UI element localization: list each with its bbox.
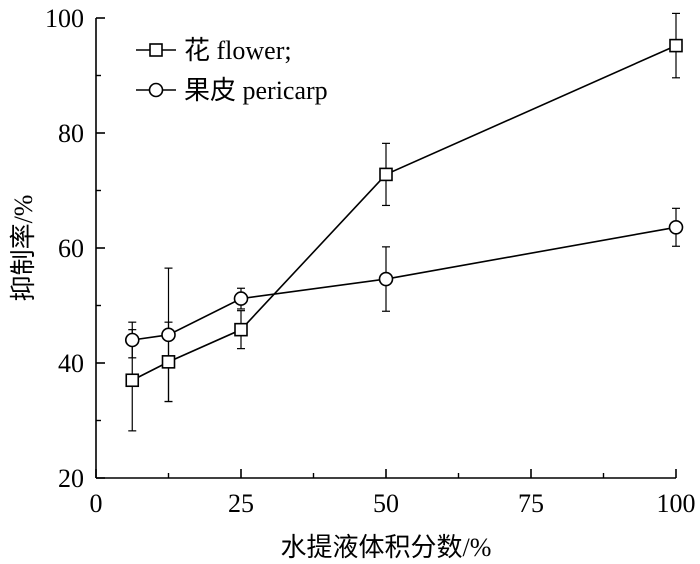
data-point-flower bbox=[234, 322, 248, 337]
series-markers bbox=[124, 38, 684, 388]
legend-label-pericarp: 果皮 pericarp bbox=[184, 76, 328, 105]
x-tick-label: 50 bbox=[373, 489, 399, 518]
x-tick-label: 75 bbox=[518, 489, 544, 518]
y-axis-title: 抑制率/% bbox=[9, 195, 38, 302]
ticks bbox=[95, 17, 677, 479]
data-point-pericarp bbox=[378, 271, 394, 287]
data-point-flower bbox=[125, 373, 140, 388]
x-tick-label: 0 bbox=[90, 489, 103, 518]
data-point-flower bbox=[379, 167, 393, 182]
legend-marker-square bbox=[149, 43, 163, 57]
y-tick-label: 60 bbox=[58, 234, 84, 263]
y-tick-label: 20 bbox=[58, 464, 84, 493]
data-point-flower bbox=[161, 355, 176, 369]
x-tick-label: 25 bbox=[228, 489, 254, 518]
data-point-pericarp bbox=[161, 327, 176, 343]
y-tick-label: 40 bbox=[58, 349, 84, 378]
tick-labels: 0 25 50 75 100 20 40 60 80 100 bbox=[45, 4, 696, 518]
x-tick-label: 100 bbox=[657, 489, 696, 518]
data-point-flower bbox=[669, 38, 683, 53]
legend-item-pericarp: 果皮 pericarp bbox=[136, 76, 328, 105]
y-tick-label: 80 bbox=[58, 119, 84, 148]
legend-marker-circle bbox=[148, 82, 164, 98]
data-point-pericarp bbox=[233, 291, 249, 306]
y-tick-label: 100 bbox=[45, 4, 84, 33]
legend-item-flower: 花 flower; bbox=[136, 36, 292, 65]
legend-label-flower: 花 flower; bbox=[184, 36, 292, 65]
x-axis-title: 水提液体积分数/% bbox=[281, 533, 492, 562]
legend: 花 flower; 果皮 pericarp bbox=[136, 36, 328, 105]
data-point-pericarp bbox=[124, 332, 140, 348]
data-point-pericarp bbox=[668, 220, 684, 235]
series-line-pericarp bbox=[132, 226, 677, 341]
